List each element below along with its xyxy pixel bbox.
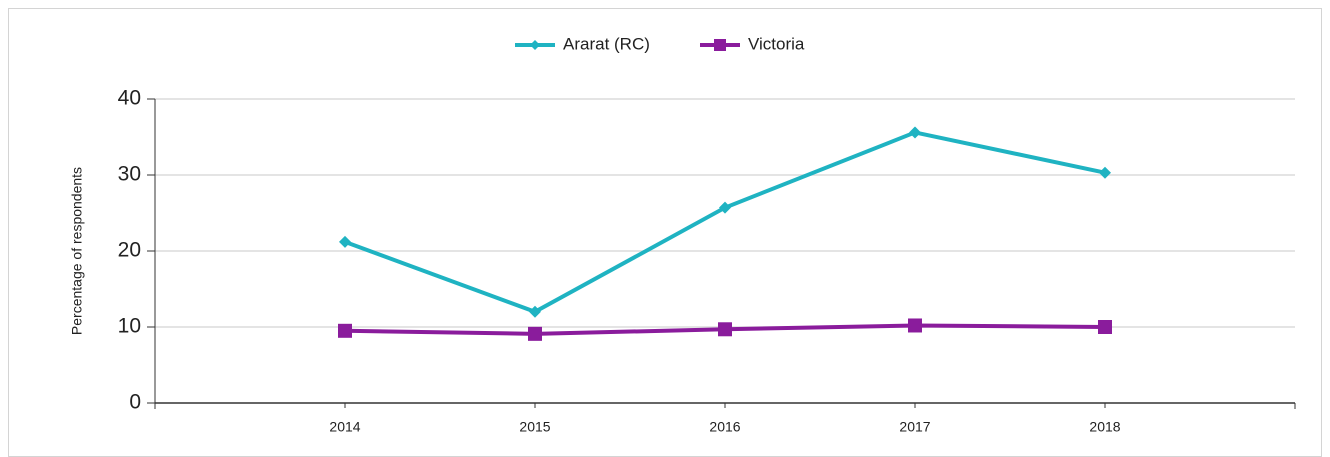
- legend-label: Victoria: [748, 34, 805, 53]
- marker: [530, 40, 540, 50]
- y-tick-label: 0: [129, 391, 141, 414]
- y-tick-label: 30: [118, 163, 141, 186]
- x-tick-label: 2017: [899, 419, 930, 435]
- marker: [1098, 320, 1112, 334]
- y-tick-label: 10: [118, 315, 141, 338]
- marker: [1099, 166, 1111, 179]
- x-tick-label: 2014: [329, 419, 360, 435]
- x-tick-label: 2015: [519, 419, 550, 435]
- marker: [714, 39, 726, 51]
- marker: [528, 326, 542, 341]
- marker: [908, 318, 922, 333]
- y-axis-label: Percentage of respondents: [69, 167, 85, 335]
- x-tick-label: 2016: [709, 419, 740, 435]
- x-tick-label: 2018: [1089, 419, 1120, 435]
- marker: [338, 323, 352, 338]
- marker: [718, 322, 732, 337]
- marker: [909, 126, 921, 139]
- marker: [339, 235, 351, 248]
- legend-label: Ararat (RC): [563, 34, 650, 53]
- chart-frame: [8, 8, 1322, 457]
- y-tick-label: 20: [118, 239, 141, 262]
- marker: [529, 305, 541, 318]
- marker: [719, 201, 731, 214]
- y-tick-label: 40: [118, 87, 141, 110]
